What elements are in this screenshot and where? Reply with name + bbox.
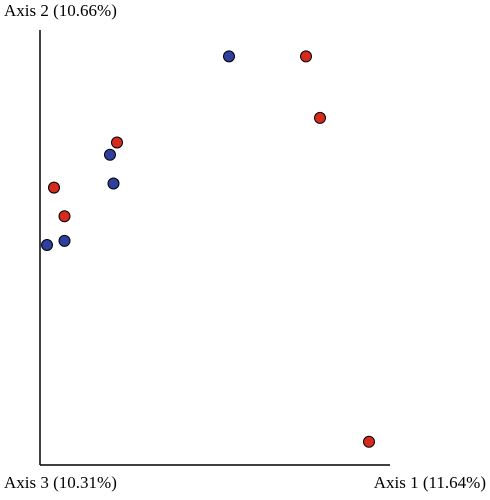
data-point-s1-0: [223, 50, 235, 63]
data-point-s0-2: [111, 136, 123, 149]
data-point-s1-1: [104, 148, 116, 161]
data-point-s0-0: [300, 50, 312, 63]
data-point-s1-3: [41, 239, 53, 251]
data-point-s0-5: [363, 435, 375, 448]
data-point-s1-2: [107, 177, 120, 190]
x-axis-label: Axis 1 (11.64%): [373, 473, 486, 492]
data-point-s0-1: [314, 111, 326, 124]
points-group: [41, 50, 375, 448]
y-axis-label: Axis 2 (10.66%): [4, 1, 117, 20]
data-point-s0-3: [48, 181, 60, 194]
z-axis-label: Axis 3 (10.31%): [4, 473, 117, 492]
data-point-s1-4: [58, 234, 71, 247]
data-point-s0-4: [58, 210, 71, 223]
